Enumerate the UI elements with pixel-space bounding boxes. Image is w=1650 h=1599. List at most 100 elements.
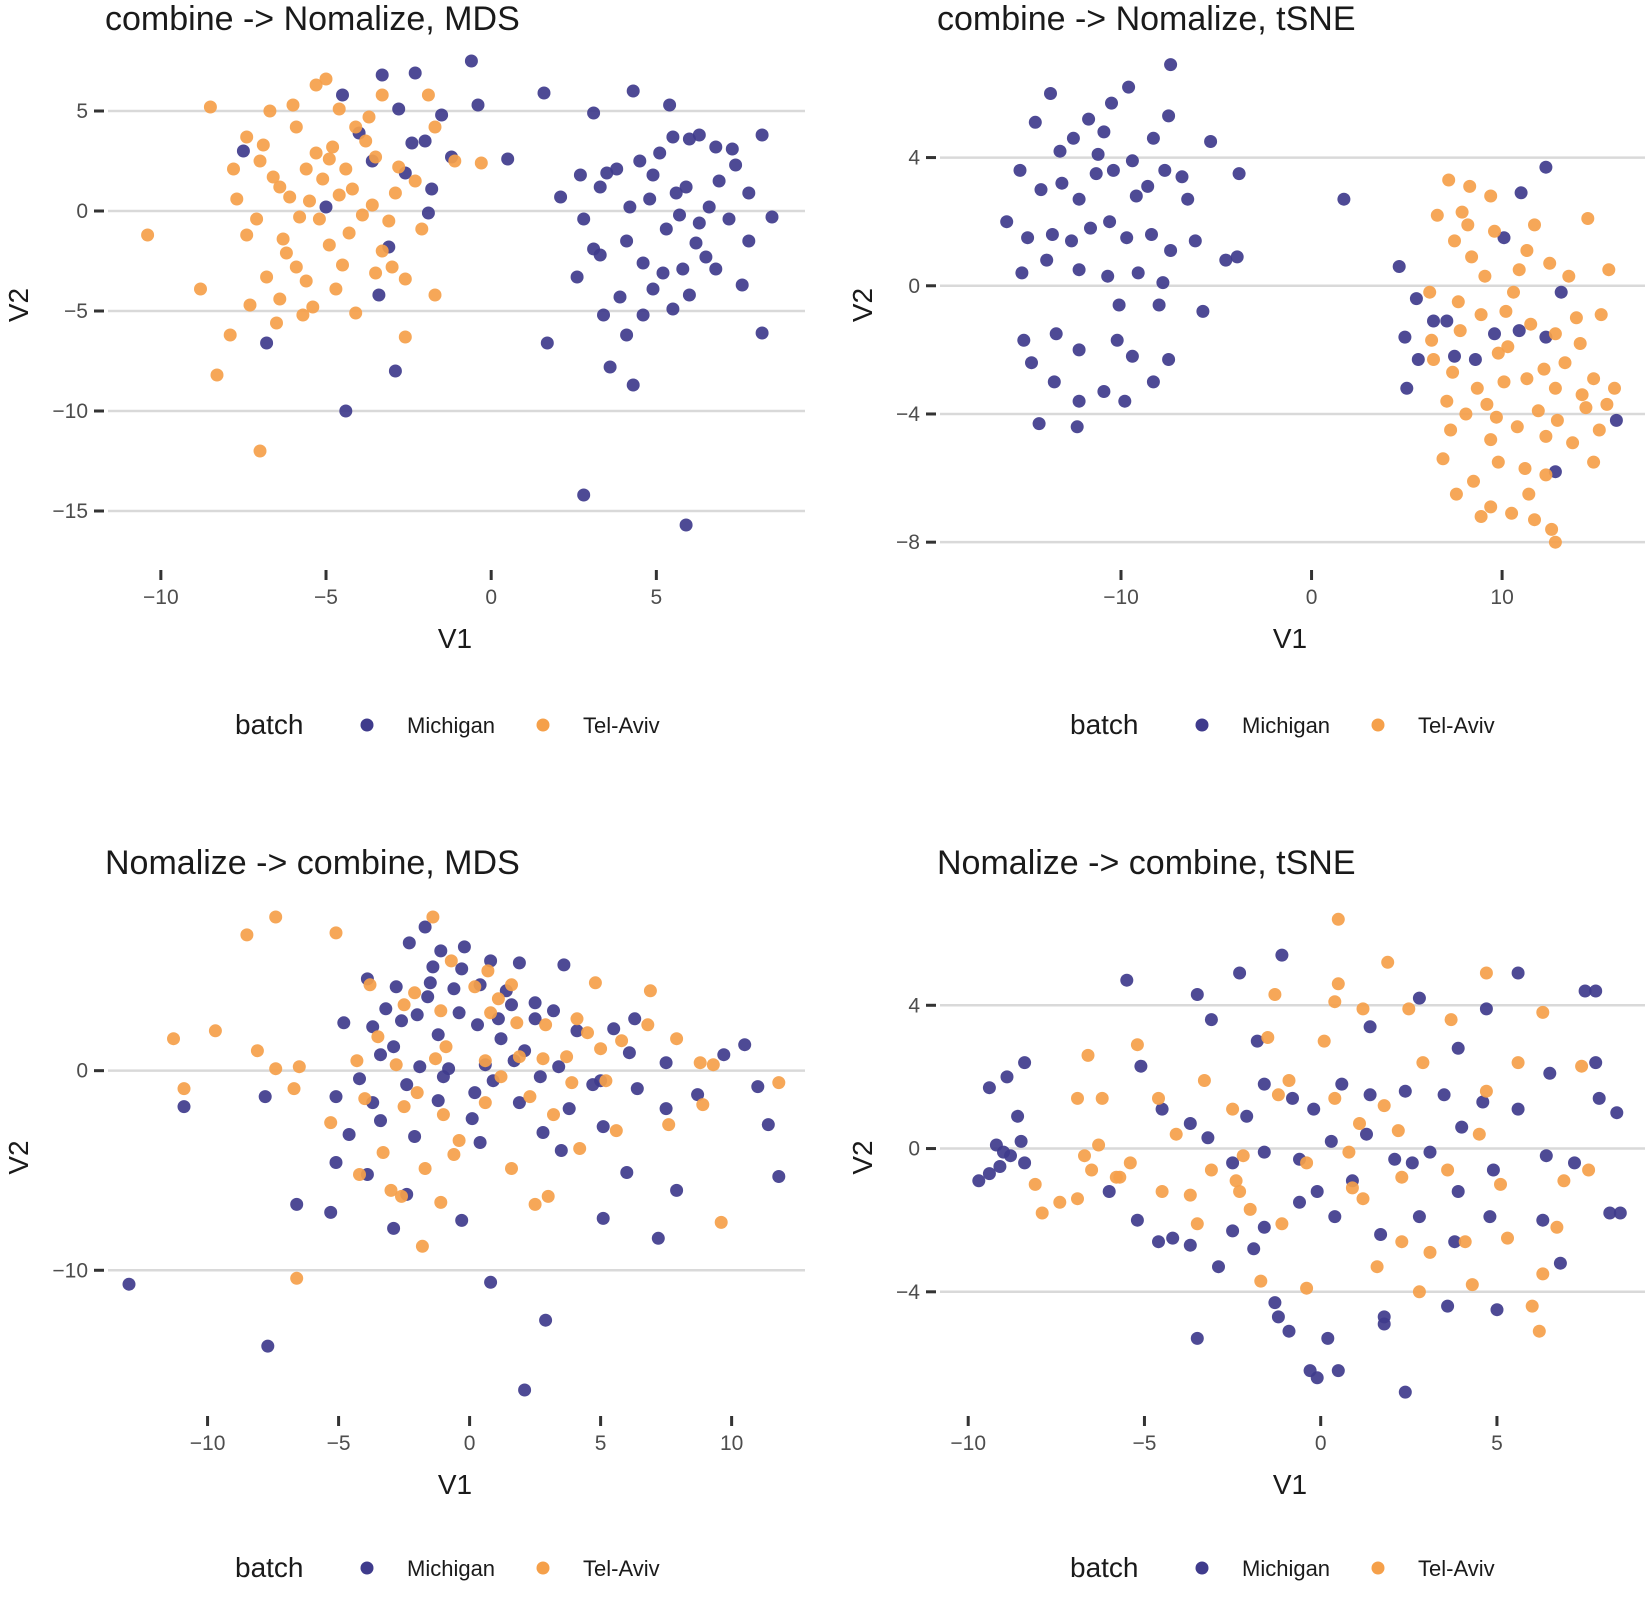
- data-point: [375, 244, 389, 258]
- data-point: [375, 68, 389, 82]
- data-point: [324, 1205, 338, 1219]
- data-point: [1511, 966, 1525, 980]
- data-point: [512, 956, 526, 970]
- data-point: [243, 298, 257, 312]
- data-point: [537, 86, 551, 100]
- data-point: [670, 1183, 684, 1197]
- data-point: [1543, 256, 1557, 270]
- data-point: [1123, 1156, 1137, 1170]
- data-point: [375, 88, 389, 102]
- data-point: [1374, 1228, 1388, 1241]
- data-point: [577, 488, 591, 502]
- data-point: [1120, 231, 1134, 245]
- data-point: [1484, 500, 1498, 514]
- data-point: [772, 1170, 786, 1183]
- data-point: [1594, 308, 1608, 322]
- data-point: [1109, 1170, 1123, 1184]
- series-michigan: [1000, 58, 1623, 479]
- data-point: [1528, 513, 1541, 527]
- data-point: [208, 1024, 222, 1038]
- data-point: [342, 226, 356, 240]
- data-point: [539, 1313, 553, 1327]
- data-point: [1474, 308, 1488, 322]
- data-point: [689, 236, 703, 250]
- data-point: [1130, 1038, 1144, 1052]
- data-point: [1592, 1091, 1606, 1105]
- data-point: [1423, 285, 1437, 299]
- data-point: [365, 198, 379, 212]
- data-point: [1525, 1299, 1539, 1313]
- data-point: [474, 156, 488, 170]
- data-point: [570, 1012, 584, 1026]
- data-point: [628, 1012, 642, 1026]
- data-point: [1204, 135, 1218, 148]
- data-point: [1573, 337, 1587, 350]
- data-point: [1539, 1149, 1553, 1163]
- data-point: [1072, 192, 1086, 206]
- y-tick-label: 0: [908, 1138, 920, 1161]
- data-point: [641, 1018, 655, 1032]
- data-point: [1120, 973, 1134, 987]
- data-point: [596, 1211, 610, 1225]
- legend-title: batch: [235, 1552, 304, 1583]
- legend-key-tel-aviv: [536, 1561, 550, 1575]
- data-point: [1097, 125, 1111, 139]
- data-point: [210, 368, 224, 382]
- legend-title: batch: [1070, 1552, 1139, 1583]
- data-point: [1568, 1156, 1581, 1170]
- series-tel-aviv: [141, 72, 488, 458]
- data-point: [261, 1339, 275, 1353]
- data-point: [1055, 176, 1069, 190]
- data-point: [1587, 455, 1601, 469]
- data-point: [755, 326, 769, 340]
- data-point: [523, 1090, 537, 1104]
- data-point: [342, 1128, 356, 1141]
- data-point: [630, 1082, 644, 1096]
- data-point: [1072, 263, 1086, 277]
- data-point: [1282, 1324, 1296, 1338]
- data-point: [557, 958, 571, 972]
- data-point: [693, 1056, 707, 1070]
- data-point: [1518, 462, 1532, 475]
- y-tick-label: −5: [64, 300, 88, 323]
- data-point: [1353, 1117, 1366, 1130]
- data-point: [1196, 304, 1210, 318]
- data-point: [457, 940, 471, 954]
- data-point: [1377, 1310, 1391, 1324]
- data-point: [1317, 1034, 1331, 1048]
- data-point: [1204, 1013, 1218, 1027]
- data-point: [1451, 1185, 1465, 1198]
- data-point: [329, 282, 343, 296]
- data-point: [662, 1118, 676, 1132]
- data-point: [1391, 1124, 1405, 1138]
- data-point: [1610, 1106, 1624, 1120]
- data-point: [1337, 192, 1351, 206]
- y-tick-label: −4: [896, 1281, 920, 1304]
- data-point: [1455, 205, 1469, 219]
- data-point: [1018, 1056, 1032, 1070]
- data-point: [1575, 1059, 1589, 1073]
- data-point: [1430, 208, 1444, 222]
- data-point: [666, 130, 680, 144]
- series-michigan: [122, 920, 786, 1397]
- data-point: [1437, 1088, 1451, 1102]
- data-point: [362, 110, 376, 124]
- data-point: [1578, 984, 1592, 998]
- data-point: [594, 1042, 608, 1056]
- data-point: [510, 1016, 524, 1030]
- data-point: [397, 1100, 411, 1114]
- data-point: [494, 1070, 508, 1084]
- data-point: [372, 288, 386, 302]
- data-point: [408, 174, 422, 188]
- data-point: [1110, 333, 1124, 347]
- data-point: [369, 150, 383, 164]
- data-point: [276, 232, 290, 246]
- data-point: [253, 444, 267, 458]
- data-point: [452, 1006, 466, 1020]
- data-point: [1122, 80, 1136, 94]
- x-tick-label: −10: [950, 1432, 986, 1455]
- data-point: [1453, 324, 1467, 338]
- data-point: [371, 1030, 385, 1044]
- data-point: [289, 260, 303, 274]
- data-point: [1548, 535, 1562, 549]
